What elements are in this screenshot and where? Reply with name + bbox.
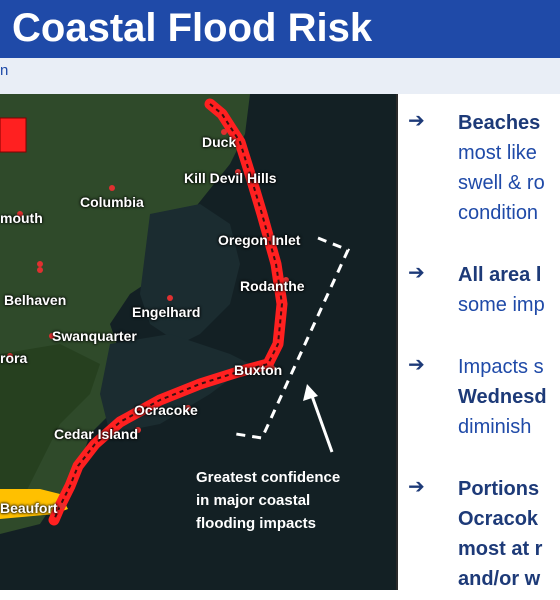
outer-banks-risk bbox=[48, 98, 288, 526]
moderate-risk-zone bbox=[0, 489, 68, 519]
label-beaufort: Beaufort bbox=[0, 500, 58, 516]
label-oregon-inlet: Oregon Inlet bbox=[218, 232, 301, 248]
bullet-text: Portions Ocracok most at r and/or w bbox=[458, 474, 542, 594]
arrow-icon: ➔ bbox=[408, 352, 425, 376]
arrow-icon: ➔ bbox=[408, 108, 425, 132]
mainland-land bbox=[0, 94, 250, 534]
label-belhaven: Belhaven bbox=[4, 292, 67, 308]
bullet-line: Ocracok bbox=[458, 508, 539, 530]
label-mouth: mouth bbox=[0, 210, 43, 226]
label-engelhard: Engelhard bbox=[132, 304, 201, 320]
title-bar: Coastal Flood Risk bbox=[0, 0, 560, 58]
bullet-line: most like bbox=[458, 142, 537, 164]
confidence-arrow-head bbox=[303, 384, 318, 401]
confidence-arrow-line bbox=[310, 395, 334, 453]
label-columbia: Columbia bbox=[80, 194, 144, 210]
bullet-line: Portions bbox=[458, 478, 540, 500]
label-rodanthe: Rodanthe bbox=[240, 278, 305, 294]
bullet-line: and/or w bbox=[458, 568, 541, 590]
label-kill-devil-hills: Kill Devil Hills bbox=[184, 170, 277, 186]
bullet-line: swell & ro bbox=[458, 172, 545, 194]
label-rora: rora bbox=[0, 350, 28, 366]
map-graphic bbox=[0, 94, 351, 534]
bullet-line: some imp bbox=[458, 294, 545, 316]
risk-swatch bbox=[0, 117, 27, 153]
bullet-text: All area l some imp bbox=[458, 260, 545, 320]
bullet-line: most at r bbox=[458, 538, 543, 560]
subheader-bar: n bbox=[0, 58, 560, 94]
subheader-text: n bbox=[0, 62, 9, 79]
label-buxton: Buxton bbox=[234, 362, 283, 378]
confidence-caption: Greatest confidence in major coastal flo… bbox=[196, 466, 340, 535]
bullet-text: Impacts s Wednesd diminish bbox=[458, 352, 547, 442]
bottom-border bbox=[0, 590, 560, 600]
arrow-icon: ➔ bbox=[408, 474, 425, 498]
bullet-list: ➔ Beaches most like swell & ro condition… bbox=[408, 94, 560, 600]
mainland-shade bbox=[0, 344, 100, 514]
bullet-line: All area l bbox=[458, 264, 542, 286]
bullet-line: Wednesd bbox=[458, 386, 547, 408]
bullet-line: Beaches bbox=[458, 112, 541, 134]
label-duck: Duck bbox=[202, 134, 237, 150]
label-swanquarter: Swanquarter bbox=[52, 328, 137, 344]
bullet-line: diminish bbox=[458, 416, 532, 438]
sound-water bbox=[140, 204, 240, 344]
confidence-line-1: Greatest confidence bbox=[196, 469, 341, 486]
confidence-line-2: in major coastal bbox=[196, 492, 311, 509]
flood-risk-map: Duck Kill Devil Hills Columbia mouth Ore… bbox=[0, 94, 398, 590]
page-title: Coastal Flood Risk bbox=[12, 6, 373, 50]
town-dots bbox=[7, 129, 289, 509]
label-ocracoke: Ocracoke bbox=[134, 402, 198, 418]
bullet-line: Impacts s bbox=[458, 356, 544, 378]
label-cedar-island: Cedar Island bbox=[54, 426, 139, 442]
bullet-text: Beaches most like swell & ro condition bbox=[458, 108, 545, 228]
confidence-line-3: flooding impacts bbox=[196, 515, 316, 532]
arrow-icon: ➔ bbox=[408, 260, 425, 284]
confidence-bracket bbox=[235, 236, 351, 440]
bullet-line: condition bbox=[458, 202, 539, 224]
